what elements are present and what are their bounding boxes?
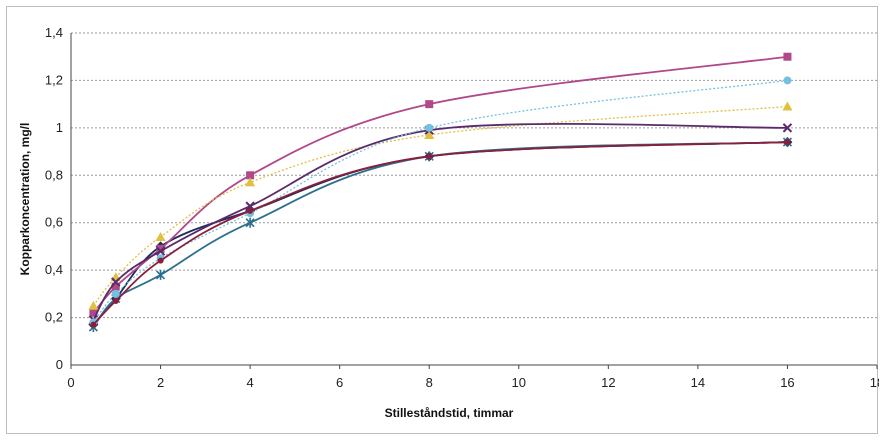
series-2-point: [156, 244, 165, 253]
y-tick-label: 1,4: [45, 25, 63, 40]
series-2-point: [89, 308, 98, 317]
series-3-point: [782, 101, 793, 111]
x-tick-label: 6: [336, 375, 343, 390]
x-tick-label: 8: [426, 375, 433, 390]
x-tick-label: 18: [870, 375, 879, 390]
series-7-point: [426, 153, 433, 160]
x-tick-label: 14: [691, 375, 705, 390]
y-tick-label: 0: [56, 357, 63, 372]
x-tick-label: 2: [157, 375, 164, 390]
chart-frame: 0 0,2 0,4 0,6 0,8 1 1,2 1,4 0 2 4 6 8 10 12 14 16 18 Still…: [6, 6, 879, 434]
series-4-point: [155, 246, 166, 256]
series-7-point: [112, 297, 119, 304]
y-tick-label: 1,2: [45, 72, 63, 87]
series-3-point: [245, 177, 256, 187]
series-6-line: [92, 79, 788, 323]
series-2-point: [111, 282, 120, 291]
series-4-point: [782, 123, 793, 133]
y-tick-label: 0,8: [45, 167, 63, 182]
series-3-point: [155, 231, 166, 241]
series-2-point: [783, 52, 792, 61]
series-6-point: [783, 76, 792, 85]
plot-area: [71, 33, 877, 365]
series-7-point: [90, 321, 97, 328]
y-tick-label: 1: [56, 120, 63, 135]
series-6-point: [111, 289, 120, 298]
series-7-line: [92, 141, 788, 326]
series-3-point: [88, 300, 99, 310]
series-2-point: [246, 171, 255, 180]
series-7-point: [784, 139, 791, 146]
y-tick-label: 0,2: [45, 310, 63, 325]
x-axis-title: Stilleståndstid, timmar: [385, 406, 514, 420]
series-4-point: [245, 201, 255, 211]
x-tick-label: 12: [601, 375, 615, 390]
series-5-point: [155, 269, 166, 280]
series-7-point: [157, 257, 164, 264]
x-tick-label: 16: [780, 375, 794, 390]
series-6-point: [425, 123, 434, 132]
series-7-point: [247, 207, 254, 214]
series-2-point: [425, 100, 434, 109]
x-tick-label: 0: [67, 375, 74, 390]
series-3-line: [92, 105, 788, 307]
series-3-point: [424, 129, 435, 139]
x-tick-label: 10: [512, 375, 526, 390]
y-axis-title: Kopparkoncentration, mg/l: [18, 123, 32, 276]
series-4-point: [111, 277, 121, 287]
y-tick-label: 0,6: [45, 215, 63, 230]
x-tick-label: 4: [246, 375, 253, 390]
copper-concentration-chart: 0 0,2 0,4 0,6 0,8 1 1,2 1,4 0 2 4 6 8 10 12 14 16 18 Still…: [18, 25, 879, 420]
y-tick-label: 0,4: [45, 262, 63, 277]
series-5-point: [245, 217, 255, 228]
